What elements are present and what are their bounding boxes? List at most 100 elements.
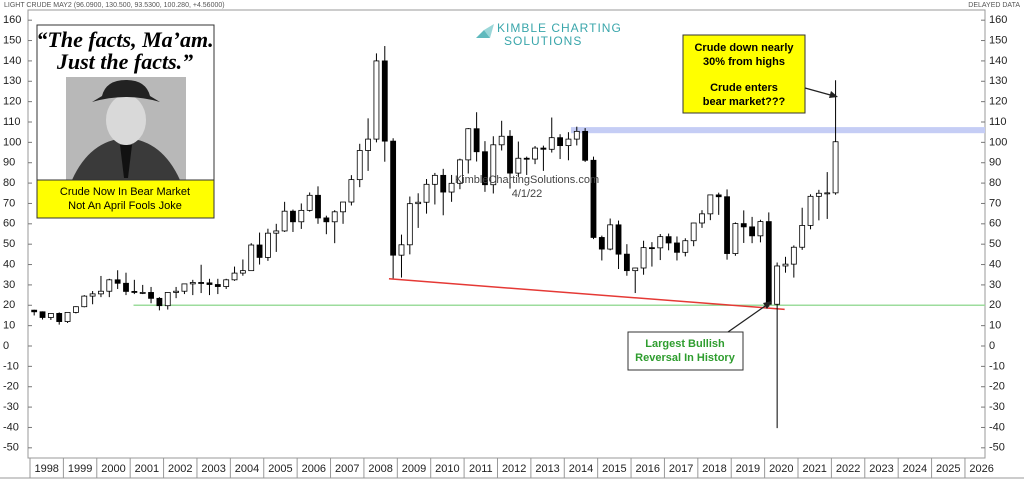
candle-body (98, 290, 104, 295)
resistance-band (570, 127, 985, 134)
photo-hat (92, 80, 160, 102)
logo-text: KIMBLE CHARTING (497, 21, 622, 35)
x-tick-label: 2012 (502, 463, 526, 475)
candle-body (590, 159, 597, 238)
candle-body (56, 313, 63, 322)
candle-body (390, 140, 397, 256)
candle-body (598, 237, 605, 250)
y-tick-label: -50 (3, 442, 19, 454)
candle-body (732, 223, 739, 254)
candle-body (123, 282, 129, 292)
candle-body (699, 213, 705, 224)
candle-body (749, 226, 755, 237)
candle-body (381, 60, 388, 142)
y-tick-label: -40 (3, 421, 19, 433)
candle-body (690, 222, 697, 242)
note-box (627, 331, 744, 371)
photo-face (106, 95, 146, 145)
candle-body (465, 128, 472, 161)
y-tick-label: 40 (989, 258, 1001, 270)
x-tick-label: 2022 (836, 463, 860, 475)
candle-body (674, 242, 680, 253)
x-tick-label: 2013 (535, 463, 559, 475)
candle-body (815, 192, 822, 197)
candle-body (131, 291, 138, 293)
candle-body (649, 247, 655, 250)
y-tick-label: 50 (989, 238, 1001, 250)
candle-body (148, 292, 154, 299)
y-tick-label: -20 (3, 381, 19, 393)
caption-line: Not An April Fools Joke (68, 200, 182, 212)
x-tick-label: 2011 (469, 463, 493, 475)
y-tick-label: 110 (989, 116, 1007, 128)
candle-body (557, 137, 563, 147)
y-tick-label: -20 (989, 381, 1005, 393)
x-tick-label: 2014 (569, 463, 593, 475)
candle-body (440, 174, 447, 193)
candle-body (582, 130, 589, 161)
candle-body (448, 182, 455, 193)
candle-body (824, 192, 831, 195)
y-tick-label: 70 (3, 197, 15, 209)
caption-box (36, 179, 215, 219)
x-tick-label: 1999 (68, 463, 92, 475)
quote-line: Just the facts.” (56, 49, 193, 74)
x-tick-label: 2008 (368, 463, 392, 475)
y-tick-label: 150 (3, 34, 21, 46)
candle-body (173, 290, 179, 293)
candle-body (340, 201, 346, 213)
candle-body (214, 284, 221, 287)
arrow-head (763, 301, 772, 309)
candle-body (415, 201, 422, 205)
candle-body (373, 60, 380, 140)
y-tick-label: 160 (989, 14, 1007, 26)
header: LIGHT CRUDE MAY2 (96.0900, 130.500, 93.5… (4, 2, 225, 9)
y-tick-label: 10 (989, 320, 1001, 332)
candle-body (473, 128, 480, 153)
chart-date: 4/1/22 (512, 188, 543, 200)
candle-body (306, 194, 313, 211)
candle-body (181, 283, 188, 292)
y-tick-label: -30 (3, 401, 19, 413)
candle-body (790, 246, 797, 265)
x-tick-label: 2004 (235, 463, 259, 475)
x-tick-label: 2024 (903, 463, 927, 475)
candle-body (323, 217, 330, 223)
candle-body (298, 209, 305, 223)
candle-body (365, 138, 371, 151)
x-tick-label: 2015 (602, 463, 626, 475)
x-tick-label: 2005 (268, 463, 292, 475)
candle-body (223, 279, 230, 287)
y-tick-label: 130 (989, 75, 1007, 87)
candle-body (498, 135, 505, 146)
candle-body (607, 224, 614, 250)
y-tick-label: 90 (989, 157, 1001, 169)
note-line: Crude down nearly (694, 42, 794, 54)
candle-body (665, 236, 672, 244)
y-tick-label: 60 (989, 218, 1001, 230)
candle-body (31, 309, 38, 313)
candle-body (89, 293, 96, 297)
y-tick-label: 110 (3, 116, 21, 128)
arrow-head (829, 91, 838, 98)
candle-body (281, 210, 288, 232)
candle-body (540, 147, 547, 150)
candle-body (799, 225, 806, 248)
logo-text: SOLUTIONS (504, 34, 582, 48)
caption-line: Crude Now In Bear Market (60, 186, 190, 198)
candle-body (757, 221, 764, 237)
candle-body (724, 196, 730, 254)
y-tick-label: 80 (989, 177, 1001, 189)
y-tick-label: 50 (3, 238, 15, 250)
x-tick-label: 2023 (869, 463, 893, 475)
candle-body (189, 282, 196, 285)
candle-body (198, 282, 205, 284)
quote-line: “The facts, Ma’am. (36, 27, 213, 52)
x-tick-label: 2020 (769, 463, 793, 475)
y-tick-label: 130 (3, 75, 21, 87)
photo-tie (120, 145, 132, 178)
candle-body (273, 230, 280, 234)
y-tick-label: 140 (989, 55, 1007, 67)
